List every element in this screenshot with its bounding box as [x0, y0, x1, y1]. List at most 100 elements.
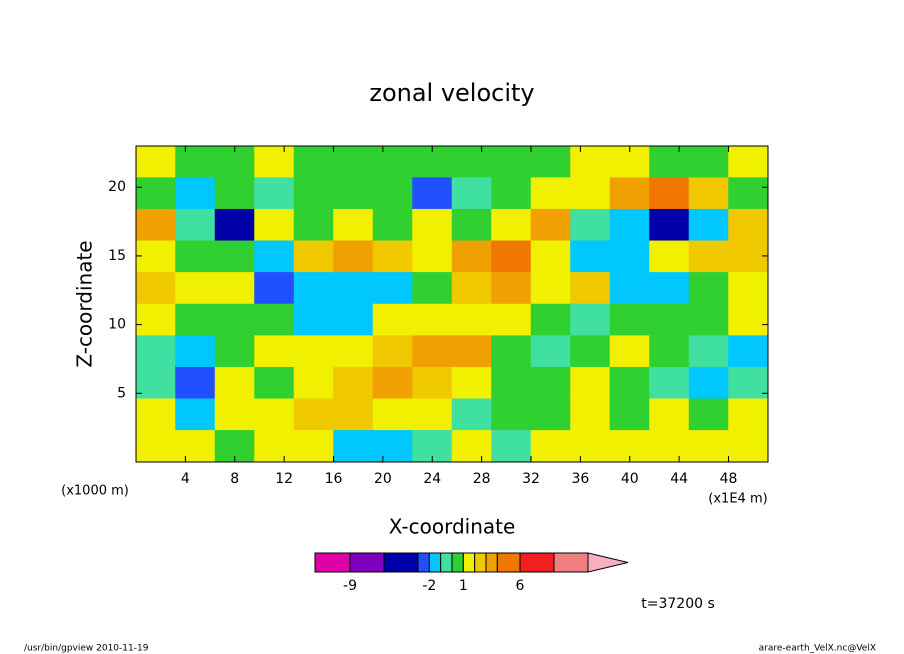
- field-cell: [254, 272, 295, 305]
- field-cell: [530, 272, 571, 305]
- field-cell: [214, 177, 255, 210]
- field-cell: [491, 366, 532, 400]
- field-cell: [649, 398, 690, 431]
- field-cell: [412, 240, 453, 273]
- field-cell: [570, 398, 611, 431]
- field-cell: [451, 398, 492, 431]
- field-cell: [609, 240, 650, 273]
- field-cell: [214, 208, 255, 242]
- field-cell: [688, 145, 729, 178]
- field-cell: [333, 366, 374, 400]
- field-cell: [570, 145, 611, 178]
- field-cell: [412, 208, 453, 242]
- field-cell: [491, 430, 532, 463]
- field-cell: [609, 398, 650, 431]
- field-cell: [570, 366, 611, 400]
- field-cell: [530, 430, 571, 463]
- colorbar-tick-label: 1: [459, 578, 468, 594]
- field-cell: [412, 177, 453, 210]
- field-cell: [293, 430, 334, 463]
- field-cell: [254, 303, 295, 336]
- field-cell: [451, 145, 492, 178]
- field-cell: [293, 145, 334, 178]
- field-cell: [649, 177, 690, 210]
- field-cell: [570, 430, 611, 463]
- field-cell: [609, 303, 650, 336]
- field-cell: [175, 335, 216, 368]
- colorbar-tick-label: 6: [516, 578, 525, 594]
- field-cell: [491, 398, 532, 431]
- field-cell: [649, 272, 690, 305]
- field-cell: [412, 366, 453, 400]
- field-cell: [135, 303, 176, 336]
- field-cell: [372, 366, 413, 400]
- field-cell: [135, 177, 176, 210]
- field-cell: [214, 272, 255, 305]
- time-label: t=37200 s: [641, 596, 715, 612]
- field-cell: [530, 177, 571, 210]
- field-cell: [688, 303, 729, 336]
- field-cell: [609, 366, 650, 400]
- x-unit: (x1E4 m): [708, 492, 767, 507]
- field-cell: [372, 177, 413, 210]
- field-cell: [135, 335, 176, 368]
- colorbar-segment: [553, 552, 589, 573]
- y-unit: (x1000 m): [61, 484, 129, 499]
- field-cell: [728, 398, 769, 431]
- field-cell: [333, 335, 374, 368]
- field-cell: [135, 366, 176, 400]
- field-cell: [372, 272, 413, 305]
- field-cell: [372, 145, 413, 178]
- field-cell: [688, 272, 729, 305]
- field-cell: [649, 240, 690, 273]
- field-cell: [451, 177, 492, 210]
- field-cell: [649, 335, 690, 368]
- chart-title: zonal velocity: [369, 79, 534, 107]
- field-cell: [451, 208, 492, 242]
- field-cell: [412, 303, 453, 336]
- field-cell: [254, 366, 295, 400]
- field-cell: [333, 145, 374, 178]
- field-cell: [135, 272, 176, 305]
- field-cell: [175, 366, 216, 400]
- field-cell: [451, 303, 492, 336]
- field-cell: [688, 177, 729, 210]
- field-cell: [372, 430, 413, 463]
- field-cell: [688, 366, 729, 400]
- field-cell: [412, 335, 453, 368]
- field-cell: [609, 272, 650, 305]
- y-tick-label: 5: [117, 385, 126, 401]
- colorbar-segment: [496, 552, 521, 573]
- field-cell: [649, 430, 690, 463]
- field-cell: [175, 177, 216, 210]
- field-cell: [214, 240, 255, 273]
- field-cell: [254, 240, 295, 273]
- field-cell: [530, 335, 571, 368]
- x-tick-label: 36: [571, 471, 589, 487]
- colorbar-segment: [383, 552, 419, 573]
- field-cell: [530, 208, 571, 242]
- field-cell: [728, 208, 769, 242]
- field-cell: [491, 335, 532, 368]
- field-cell: [135, 398, 176, 431]
- field-cell: [491, 303, 532, 336]
- colorbar-segment: [474, 552, 487, 573]
- field-cell: [214, 335, 255, 368]
- field-cell: [530, 398, 571, 431]
- field-cell: [293, 240, 334, 273]
- field-cell: [728, 430, 769, 463]
- field-cell: [333, 430, 374, 463]
- field-cell: [254, 145, 295, 178]
- field-cell: [688, 335, 729, 368]
- field-cell: [728, 240, 769, 273]
- field-cell: [333, 398, 374, 431]
- field-cell: [570, 208, 611, 242]
- field-cell: [372, 303, 413, 336]
- x-tick-label: 32: [522, 471, 540, 487]
- field-cell: [491, 272, 532, 305]
- field-cell: [412, 398, 453, 431]
- field-cell: [609, 208, 650, 242]
- colorbar-segment: [349, 552, 385, 573]
